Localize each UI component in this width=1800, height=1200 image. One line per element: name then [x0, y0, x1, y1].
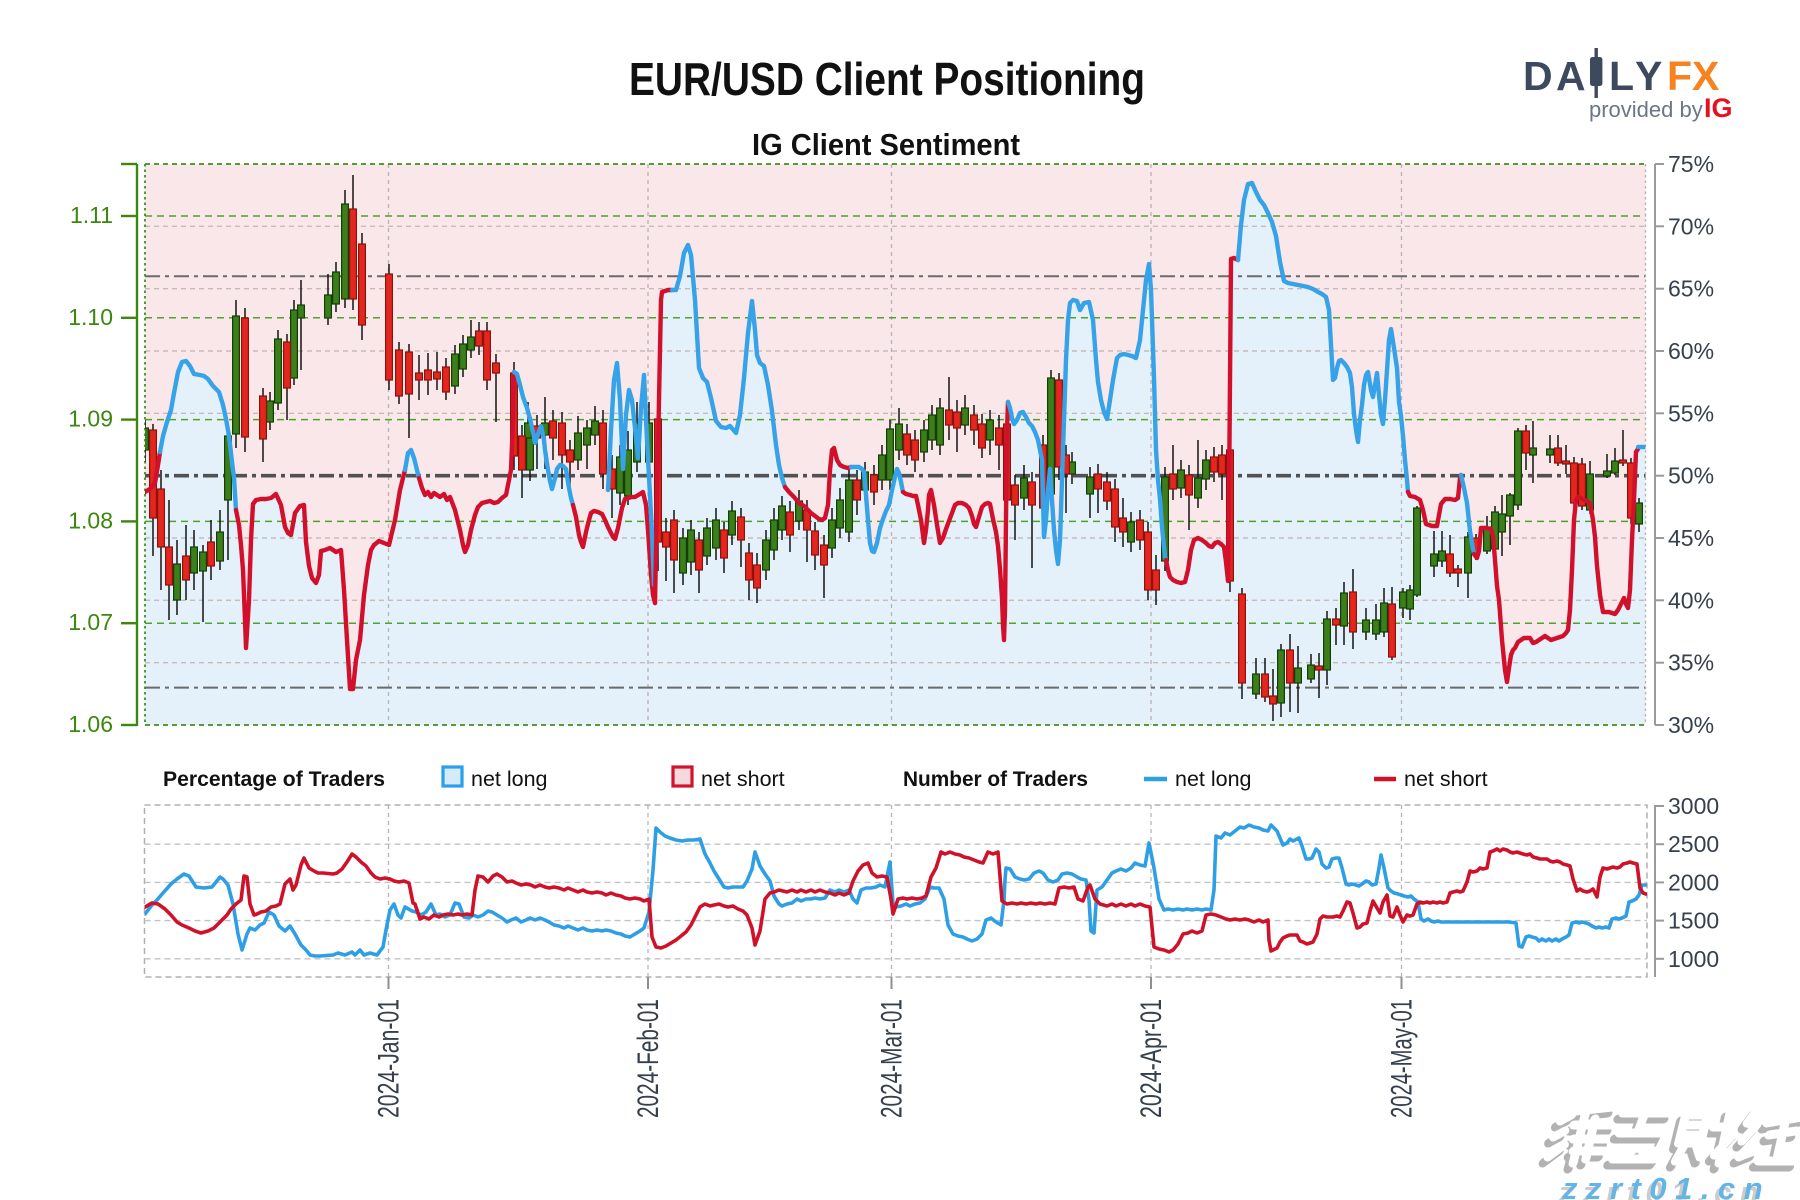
svg-text:2000: 2000: [1668, 869, 1719, 895]
svg-text:2024-Mar-01: 2024-Mar-01: [876, 999, 909, 1118]
svg-text:75%: 75%: [1668, 151, 1714, 177]
svg-text:40%: 40%: [1668, 587, 1714, 613]
svg-text:2024-Feb-01: 2024-Feb-01: [632, 999, 665, 1118]
svg-text:1.08: 1.08: [68, 507, 113, 533]
svg-text:60%: 60%: [1668, 338, 1714, 364]
svg-text:1.09: 1.09: [68, 406, 113, 432]
svg-text:55%: 55%: [1668, 400, 1714, 426]
svg-text:FX: FX: [1667, 53, 1719, 99]
svg-text:1.06: 1.06: [68, 711, 113, 737]
svg-text:D: D: [1523, 53, 1553, 99]
svg-text:1.07: 1.07: [68, 609, 113, 635]
svg-text:70%: 70%: [1668, 213, 1714, 239]
svg-text:IG Client Sentiment: IG Client Sentiment: [752, 127, 1020, 162]
svg-text:A: A: [1556, 53, 1586, 99]
svg-text:net short: net short: [701, 767, 785, 791]
svg-text:45%: 45%: [1668, 525, 1714, 551]
svg-text:zzrt01.cn: zzrt01.cn: [1557, 1175, 1767, 1200]
svg-text:net long: net long: [471, 767, 548, 791]
svg-text:3000: 3000: [1668, 793, 1719, 819]
svg-text:net short: net short: [1404, 767, 1488, 791]
svg-text:1000: 1000: [1668, 946, 1719, 972]
svg-text:2024-Jan-01: 2024-Jan-01: [373, 999, 406, 1118]
svg-text:1.11: 1.11: [70, 202, 113, 228]
svg-text:provided by: provided by: [1589, 97, 1703, 122]
svg-text:2024-Apr-01: 2024-Apr-01: [1135, 999, 1168, 1118]
svg-text:1.10: 1.10: [68, 304, 113, 330]
svg-text:Number of Traders: Number of Traders: [903, 767, 1088, 791]
svg-text:65%: 65%: [1668, 276, 1714, 302]
svg-text:1500: 1500: [1668, 908, 1719, 934]
svg-text:IG: IG: [1704, 93, 1733, 123]
svg-text:2500: 2500: [1668, 831, 1719, 857]
svg-text:Y: Y: [1635, 53, 1662, 99]
svg-text:L: L: [1609, 53, 1634, 99]
svg-text:35%: 35%: [1668, 650, 1714, 676]
svg-text:2024-May-01: 2024-May-01: [1386, 999, 1419, 1118]
svg-text:Percentage of Traders: Percentage of Traders: [163, 767, 385, 791]
svg-text:zzrt01.cn: zzrt01.cn: [1561, 1171, 1771, 1200]
svg-text:30%: 30%: [1668, 712, 1714, 738]
svg-text:net long: net long: [1175, 767, 1252, 791]
svg-text:EUR/USD Client Positioning: EUR/USD Client Positioning: [629, 53, 1145, 105]
svg-text:50%: 50%: [1668, 463, 1714, 489]
